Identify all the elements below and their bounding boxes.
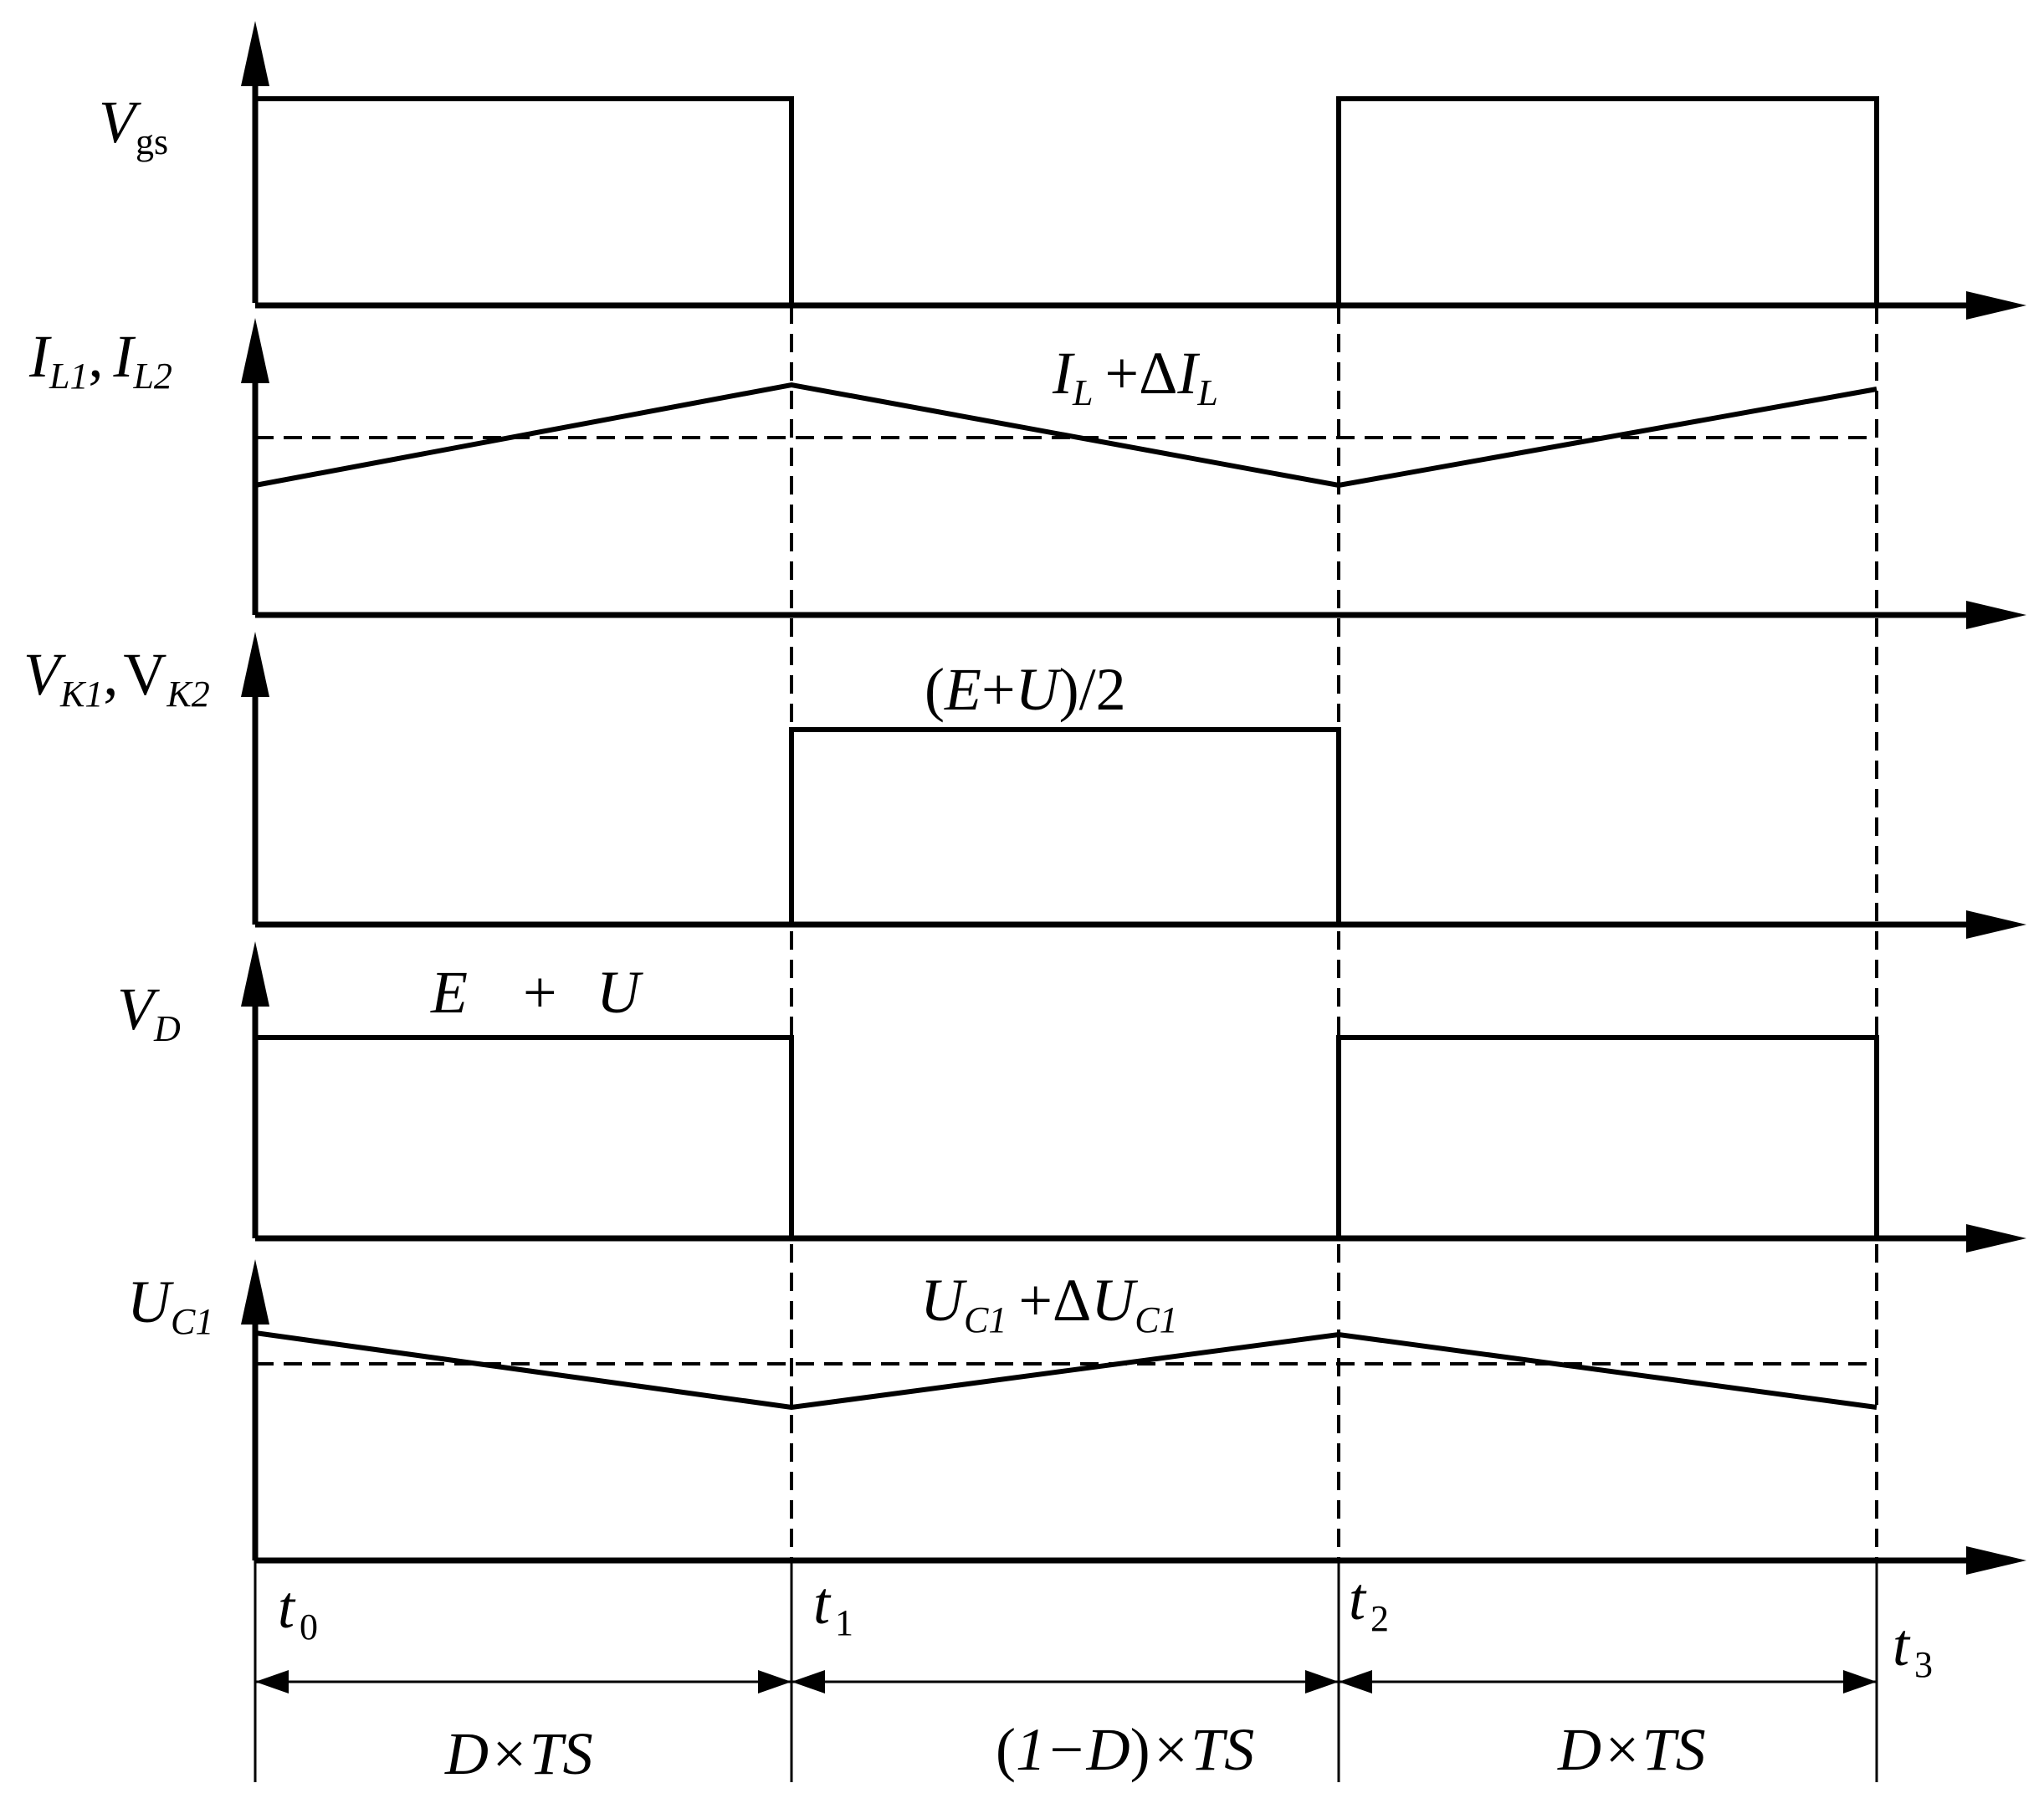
uc-panel: UC1 UC1 +ΔUC1 (127, 1259, 2026, 1575)
uc-x-arrow (1966, 1546, 2026, 1575)
interval-2-right-arrow (1305, 1670, 1339, 1693)
vd-level-label: E + U (430, 959, 643, 1026)
vk-x-arrow (1966, 910, 2026, 939)
time-guides (254, 305, 1878, 1782)
il-panel: IL1, IL2 IL +ΔIL (28, 318, 2026, 629)
interval-1-right-arrow (758, 1670, 791, 1693)
interval-3-left-arrow (1339, 1670, 1372, 1693)
vd-x-arrow (1966, 1224, 2026, 1253)
interval-2-label: (1−D)×TS (996, 1716, 1254, 1783)
vd-label: VD (117, 976, 181, 1049)
vgs-waveform (255, 96, 1879, 308)
interval-dimensions: D×TS (1−D)×TS D×TS (255, 1670, 1877, 1787)
vd-y-arrow (241, 941, 269, 1007)
vk-level-label: (E+U)/2 (925, 656, 1126, 723)
il-y-arrow (241, 318, 269, 383)
interval-1-label: D×TS (444, 1720, 593, 1787)
il-label: IL1, IL2 (28, 323, 172, 397)
il-peak-label: IL +ΔIL (1052, 340, 1218, 413)
vd-waveform (255, 1035, 1879, 1241)
vk-y-arrow (241, 632, 269, 697)
vk-panel: VK1,VK2 (E+U)/2 (23, 632, 2026, 939)
vd-panel: VD E + U (117, 941, 2026, 1253)
interval-2-left-arrow (791, 1670, 825, 1693)
vgs-label: Vgs (99, 89, 168, 162)
vgs-x-arrow (1966, 291, 2026, 320)
vgs-y-arrow (241, 21, 269, 86)
il-x-arrow (1966, 601, 2026, 629)
vgs-panel: Vgs (99, 21, 2026, 320)
vk-waveform (789, 727, 1341, 925)
uc-peak-label: UC1 +ΔUC1 (920, 1267, 1178, 1340)
uc-label: UC1 (127, 1268, 213, 1342)
interval-3-right-arrow (1843, 1670, 1877, 1693)
vk-label: VK1,VK2 (23, 641, 210, 715)
uc-y-arrow (241, 1259, 269, 1325)
interval-3-label: D×TS (1557, 1716, 1706, 1783)
il-waveform (254, 382, 1878, 489)
uc-waveform (254, 1330, 1878, 1411)
interval-1-left-arrow (255, 1670, 289, 1693)
